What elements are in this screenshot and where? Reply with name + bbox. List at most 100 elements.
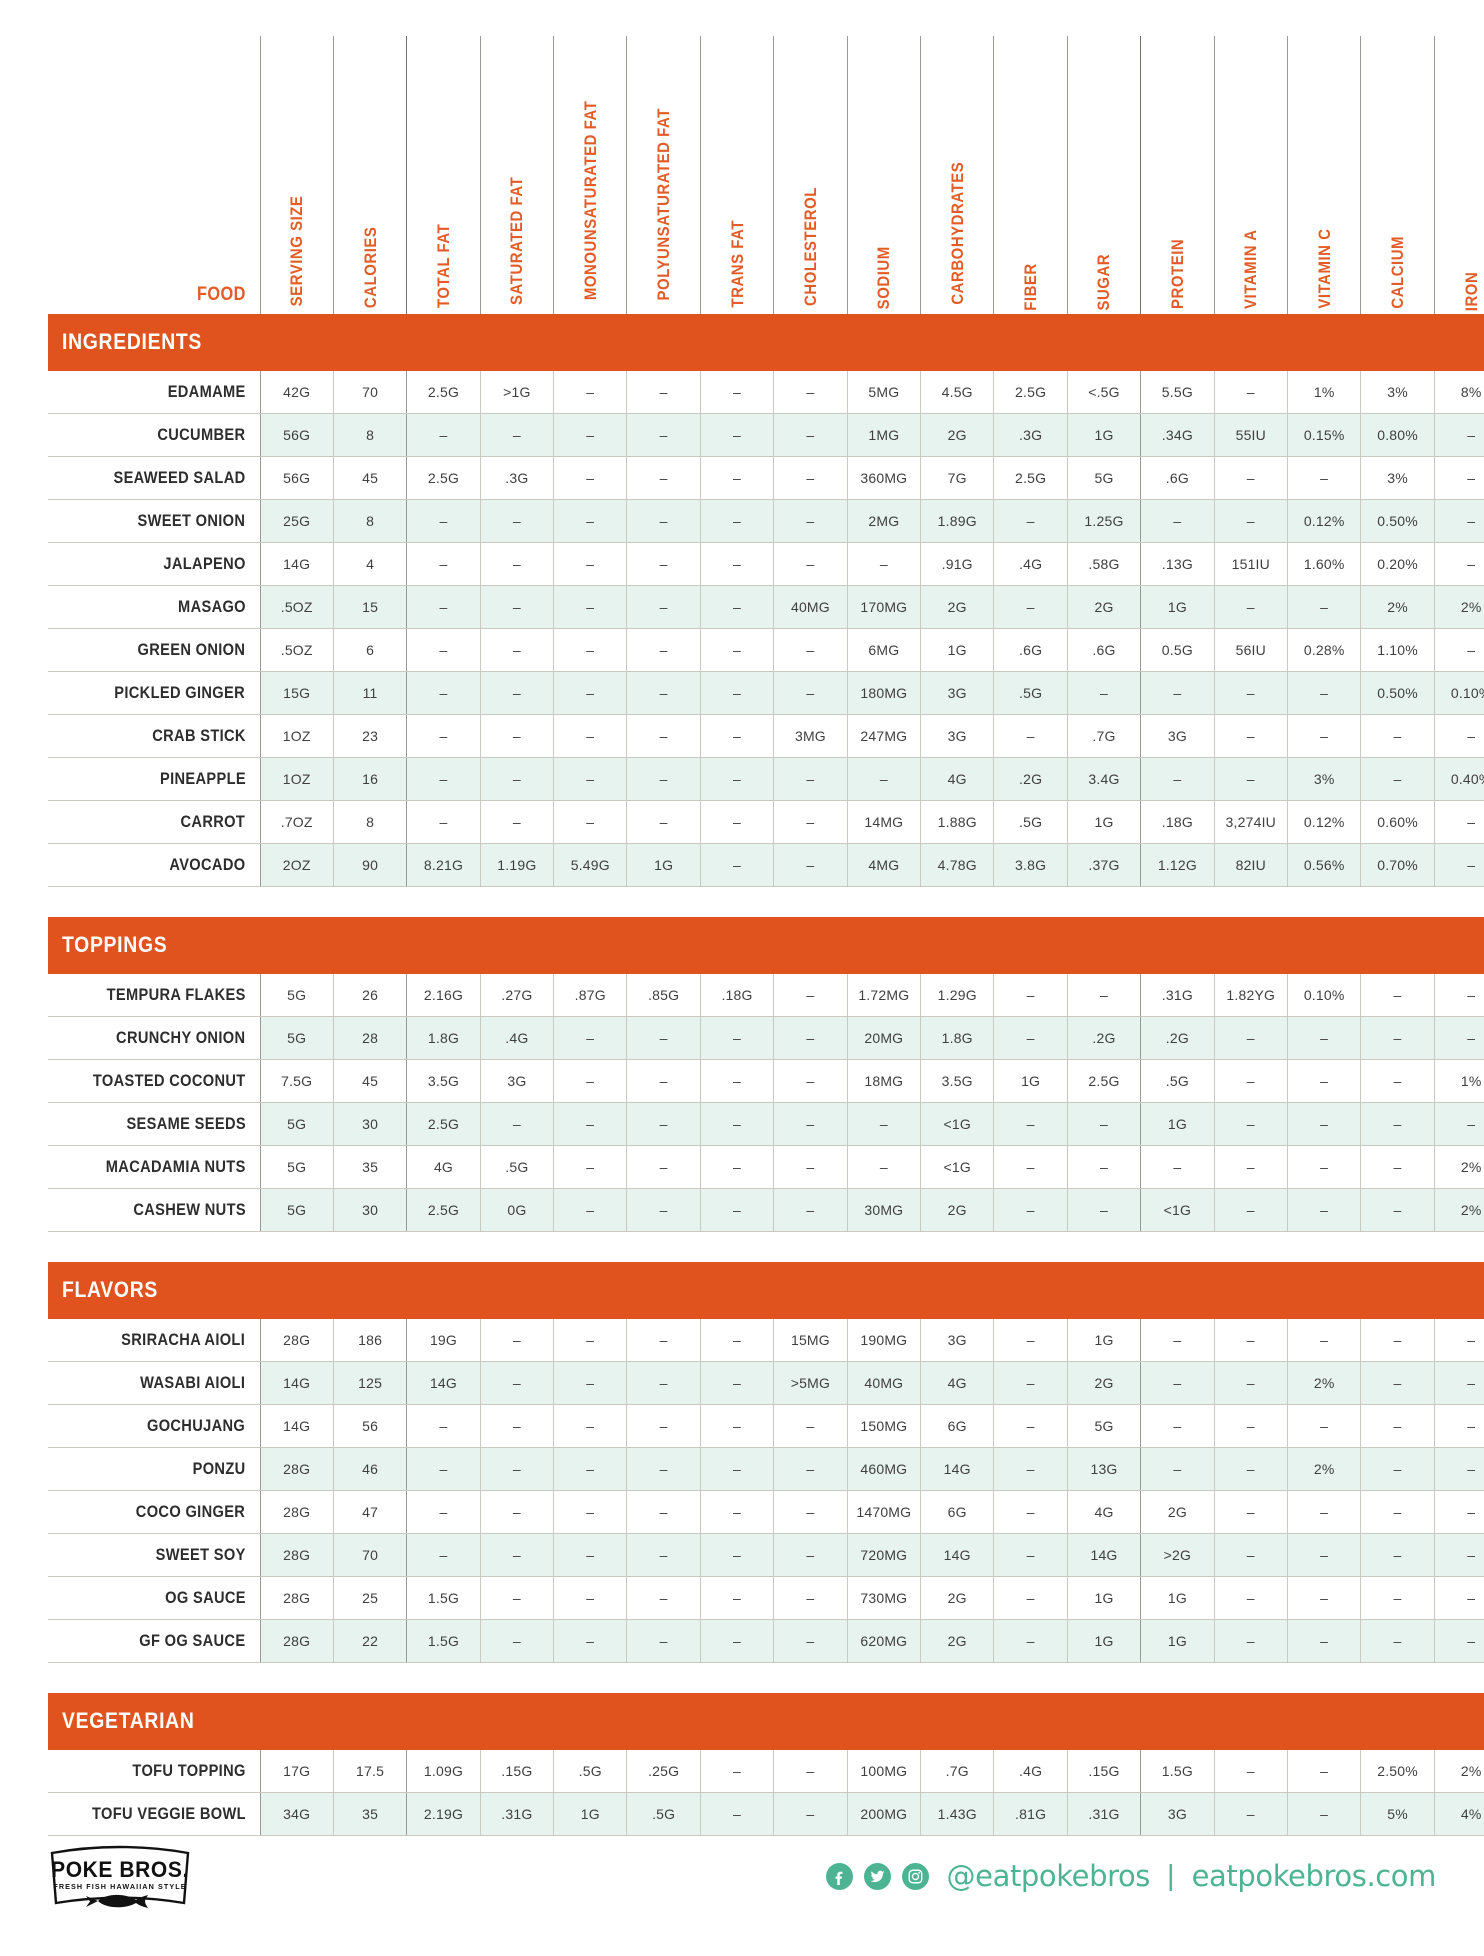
nutrition-cell: – (1434, 714, 1484, 758)
nutrition-cell: 4G (1067, 1490, 1142, 1534)
food-name: GOCHUJANG (147, 1416, 246, 1435)
nutrition-cell: – (993, 499, 1068, 543)
nutrition-cell: 1.29G (920, 974, 995, 1017)
nutrition-cell: 82IU (1214, 843, 1288, 887)
food-name-cell: PINEAPPLE (48, 757, 261, 801)
nutrition-cell: – (480, 800, 555, 844)
nutrition-cell: 90 (333, 843, 408, 887)
nutrition-cell: – (480, 628, 555, 672)
nutrition-cell: – (700, 371, 775, 414)
nutrition-cell: .81G (993, 1792, 1068, 1836)
nutrition-cell: 15G (260, 671, 334, 715)
nutrition-cell: – (406, 1490, 481, 1534)
nutrition-cell: – (406, 1404, 481, 1448)
nutrition-cell: – (700, 628, 775, 672)
nutrition-cell: – (553, 1490, 628, 1534)
nutrition-cell: .6G (1140, 456, 1215, 500)
nutrition-cell: 2% (1434, 1188, 1484, 1232)
nutrition-cell: – (1287, 1792, 1362, 1836)
nutrition-cell: – (1214, 1447, 1288, 1491)
nutrition-cell: 2G (920, 585, 995, 629)
nutrition-cell: 14G (260, 1404, 334, 1448)
nutrition-cell: 1MG (847, 413, 922, 457)
nutrition-cell: – (1214, 1576, 1288, 1620)
nutrition-cell: .5G (993, 800, 1068, 844)
nutrition-cell: – (993, 1016, 1068, 1060)
food-name: SRIRACHA AIOLI (121, 1330, 246, 1349)
section-title: FLAVORS (62, 1277, 159, 1302)
food-name-cell: COCO GINGER (48, 1490, 261, 1534)
nutrition-cell: – (1360, 974, 1435, 1017)
food-name-cell: CRUNCHY ONION (48, 1016, 261, 1060)
section-header-row: INGREDIENTS (48, 314, 1484, 371)
nutrition-cell: – (1214, 1619, 1288, 1663)
nutrition-cell: – (626, 628, 701, 672)
nutrition-cell: 2OZ (260, 843, 334, 887)
nutrition-cell: – (993, 585, 1068, 629)
nutrition-cell: – (993, 974, 1068, 1017)
nutrition-cell: 1G (920, 628, 995, 672)
nutrition-cell: 4 (333, 542, 408, 586)
nutrition-cell: – (1360, 757, 1435, 801)
nutrition-cell: 2% (1287, 1447, 1362, 1491)
nutrition-cell: – (480, 1404, 555, 1448)
nutrition-cell: 1.82YG (1214, 974, 1288, 1017)
nutrition-cell: 0.28% (1287, 628, 1362, 672)
nutrition-cell: – (993, 1361, 1068, 1405)
nutrition-cell: – (1360, 1533, 1435, 1577)
nutrition-cell: 30 (333, 1102, 408, 1146)
nutrition-cell: .31G (1140, 974, 1215, 1017)
twitter-icon[interactable] (863, 1862, 891, 1890)
table-row: JALAPENO 14G 4– – – – – – – .91G .4G .58G .13G 151IU 1… (48, 542, 1484, 586)
nutrition-cell: 4G (920, 757, 995, 801)
nutrition-cell: – (1360, 714, 1435, 758)
nutrition-cell: – (626, 757, 701, 801)
table-row: AVOCADO 2OZ 90 8.21G 1.19G 5.49G 1G – –4MG 4.78G 3… (48, 843, 1484, 887)
nutrition-cell: – (700, 1447, 775, 1491)
table-row: SWEET ONION 25G 8– – – – – –2MG 1.89G –1.25G – –0.1… (48, 499, 1484, 543)
facebook-icon[interactable] (825, 1862, 853, 1890)
nutrition-cell: 28G (260, 1490, 334, 1534)
nutrition-cell: 42G (260, 371, 334, 414)
food-name-cell: CUCUMBER (48, 413, 261, 457)
nutrition-cell: – (626, 1319, 701, 1362)
nutrition-cell: 2MG (847, 499, 922, 543)
nutrition-cell: 2.5G (406, 371, 481, 414)
nutrition-cell: .6G (993, 628, 1068, 672)
instagram-icon[interactable] (901, 1862, 929, 1890)
section-header-row: FLAVORS (48, 1262, 1484, 1319)
nutrition-cell: .6G (1067, 628, 1142, 672)
nutrition-cell: – (993, 1447, 1068, 1491)
social-handle[interactable]: @eatpokebros (946, 1859, 1151, 1893)
table-row: COCO GINGER 28G 47– – – – – –1470MG 6G –4G 2G – – – – (48, 1490, 1484, 1534)
nutrition-cell: .5OZ (260, 585, 334, 629)
food-name-cell: AVOCADO (48, 843, 261, 887)
nutrition-cell: – (1214, 714, 1288, 758)
nutrition-cell: – (1287, 1319, 1362, 1362)
food-name-cell: JALAPENO (48, 542, 261, 586)
nutrition-cell: – (626, 542, 701, 586)
nutrition-cell: – (993, 1319, 1068, 1362)
nutrition-cell: 3.5G (920, 1059, 995, 1103)
column-header-total-fat: TOTAL FAT (406, 36, 481, 314)
nutrition-cell: 1OZ (260, 757, 334, 801)
nutrition-cell: .31G (480, 1792, 555, 1836)
nutrition-cell: 3.4G (1067, 757, 1142, 801)
nutrition-cell: 1G (1067, 413, 1142, 457)
nutrition-cell: 2.19G (406, 1792, 481, 1836)
nutrition-cell: 2% (1434, 1750, 1484, 1793)
nutrition-cell: – (1214, 1533, 1288, 1577)
nutrition-cell: 5G (260, 1102, 334, 1146)
nutrition-cell: 1G (1067, 800, 1142, 844)
section-spacer (48, 1231, 1484, 1262)
nutrition-cell: 2.5G (406, 456, 481, 500)
nutrition-cell: 720MG (847, 1533, 922, 1577)
nutrition-cell: – (993, 1576, 1068, 1620)
nutrition-cell: 0.70% (1360, 843, 1435, 887)
nutrition-cell: .5G (1140, 1059, 1215, 1103)
column-header-fiber: FIBER (993, 36, 1068, 314)
table-row: CUCUMBER 56G 8– – – – – –1MG 2G .3G 1G .34G 55IU 0.15… (48, 413, 1484, 457)
website-url[interactable]: eatpokebros.com (1191, 1859, 1437, 1893)
nutrition-cell: 1470MG (847, 1490, 922, 1534)
nutrition-cell: .91G (920, 542, 995, 586)
